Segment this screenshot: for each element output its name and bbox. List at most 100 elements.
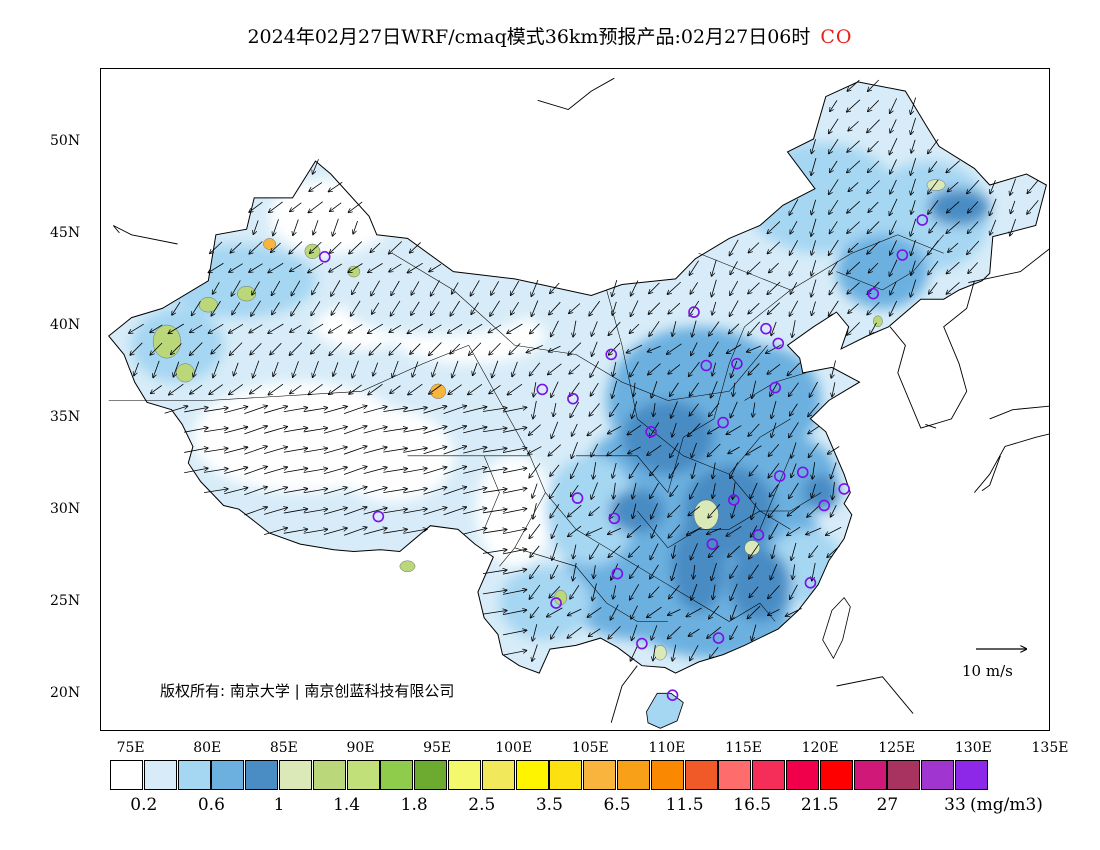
city-marker (706, 538, 719, 550)
city-marker (550, 597, 562, 609)
legend-swatch (515, 760, 549, 790)
city-marker (318, 251, 331, 263)
city-marker (838, 483, 850, 495)
city-marker (728, 494, 740, 506)
lon-tick-label: 80E (193, 740, 222, 756)
city-marker (536, 383, 549, 396)
legend-tick-label: 16.5 (733, 795, 772, 815)
pollutant-species: CO (820, 26, 853, 48)
legend-swatch (786, 760, 819, 790)
legend-tick-label: 27 (876, 795, 899, 815)
legend-swatch (143, 760, 177, 790)
city-marker (867, 287, 880, 300)
legend-swatch (211, 760, 245, 790)
legend-swatch (177, 760, 211, 790)
copyright-note: 版权所有: 南京大学 | 南京创蓝科技有限公司 (160, 682, 455, 700)
city-marker (666, 689, 679, 701)
lon-tick-label: 85E (269, 740, 298, 756)
city-marker (796, 466, 809, 479)
legend-tick-label: 33 (944, 795, 966, 815)
legend-swatch (752, 760, 786, 790)
coastline (112, 77, 1049, 723)
legend-swatch (955, 760, 988, 790)
map-panel (100, 68, 1050, 731)
lon-tick-label: 120E (801, 740, 839, 756)
city-marker (571, 492, 584, 504)
city-marker (773, 470, 786, 482)
map-canvas (107, 77, 1049, 729)
city-marker (611, 567, 624, 580)
city-marker (636, 637, 648, 650)
lon-tick-label: 100E (495, 740, 533, 756)
lat-tick-label: 35N (50, 408, 81, 425)
lat-tick-label: 45N (50, 224, 81, 241)
legend-tick-label: 0.6 (197, 795, 225, 815)
lon-tick-label: 125E (878, 740, 916, 756)
lon-tick-label: 90E (346, 740, 375, 756)
city-marker (772, 337, 785, 350)
legend-swatch (887, 760, 921, 790)
city-marker (769, 381, 781, 394)
legend-swatch (650, 760, 684, 790)
legend-swatch (617, 760, 650, 790)
lat-tick-label: 40N (50, 316, 81, 333)
title-text: 2024年02月27日WRF/cmaq模式36km预报产品:02月27日06时 (247, 26, 811, 48)
lon-tick-label: 130E (954, 740, 992, 756)
lon-tick-label: 135E (1031, 740, 1069, 756)
city-marker (567, 392, 579, 405)
legend-tick-label: 1.8 (400, 795, 428, 815)
legend-swatch (110, 760, 143, 790)
legend-swatch (245, 760, 279, 790)
city-marker (712, 632, 725, 644)
lat-tick-label: 50N (50, 132, 81, 149)
city-markers (318, 214, 929, 701)
legend-swatch (549, 760, 583, 790)
legend-swatch (819, 760, 853, 790)
lon-tick-label: 115E (725, 740, 763, 756)
city-marker (605, 348, 618, 361)
legend-tick-label: 11.5 (665, 795, 704, 815)
legend-swatch (853, 760, 887, 790)
legend-tick-label: 1 (273, 795, 285, 815)
legend-tick-label: 6.5 (603, 795, 631, 815)
legend-tick-label: 1.4 (333, 795, 361, 815)
lon-tick-label: 105E (571, 740, 609, 756)
city-marker (804, 577, 817, 589)
city-marker (688, 306, 700, 318)
city-marker (372, 510, 385, 523)
legend-swatch (684, 760, 718, 790)
legend-tick-label: 2.5 (468, 795, 496, 815)
city-marker (645, 426, 657, 438)
legend-unit: (mg/m3) (970, 795, 1043, 815)
legend-swatch (414, 760, 448, 790)
lat-tick-label: 25N (50, 593, 81, 610)
legend-swatch (583, 760, 617, 790)
city-marker (608, 512, 621, 525)
lat-tick-label: 30N (50, 501, 81, 517)
lon-tick-label: 110E (648, 740, 686, 756)
wind-vectors (129, 79, 1039, 661)
city-marker (916, 214, 929, 226)
lon-tick-label: 95E (423, 740, 452, 756)
legend-tick-label: 21.5 (800, 795, 839, 815)
city-marker (760, 322, 772, 335)
city-marker (700, 359, 713, 372)
city-marker (717, 416, 729, 429)
city-marker (896, 249, 909, 261)
lon-tick-label: 75E (116, 740, 145, 756)
map-title: 2024年02月27日WRF/cmaq模式36km预报产品:02月27日06时 C… (0, 22, 1100, 49)
lat-tick-label: 20N (50, 685, 81, 702)
city-marker (752, 529, 765, 541)
city-marker (818, 499, 831, 512)
legend-swatch (346, 760, 380, 790)
legend-swatch (921, 760, 955, 790)
legend-swatch (380, 760, 414, 790)
legend-tick-label: 0.2 (130, 795, 158, 815)
legend-tick-label: 3.5 (535, 795, 563, 815)
wind-scale-label: 10 m/s (962, 662, 1013, 680)
city-marker (731, 357, 743, 370)
legend-swatch (481, 760, 515, 790)
legend-swatch (448, 760, 481, 790)
legend-swatch (279, 760, 312, 790)
co-concentration-field (108, 81, 1047, 729)
